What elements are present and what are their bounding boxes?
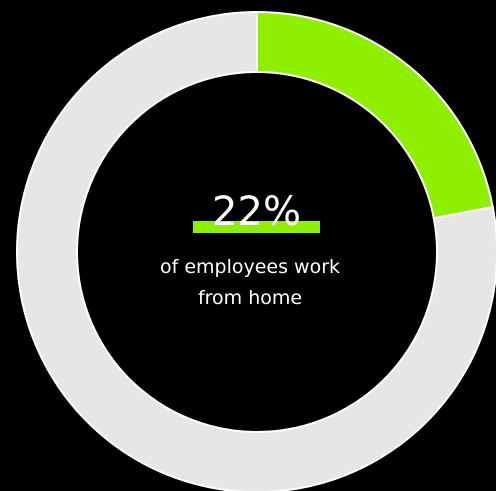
donut-slice-other: [16, 10, 496, 491]
donut-slice-work-from-home: [256, 10, 494, 220]
